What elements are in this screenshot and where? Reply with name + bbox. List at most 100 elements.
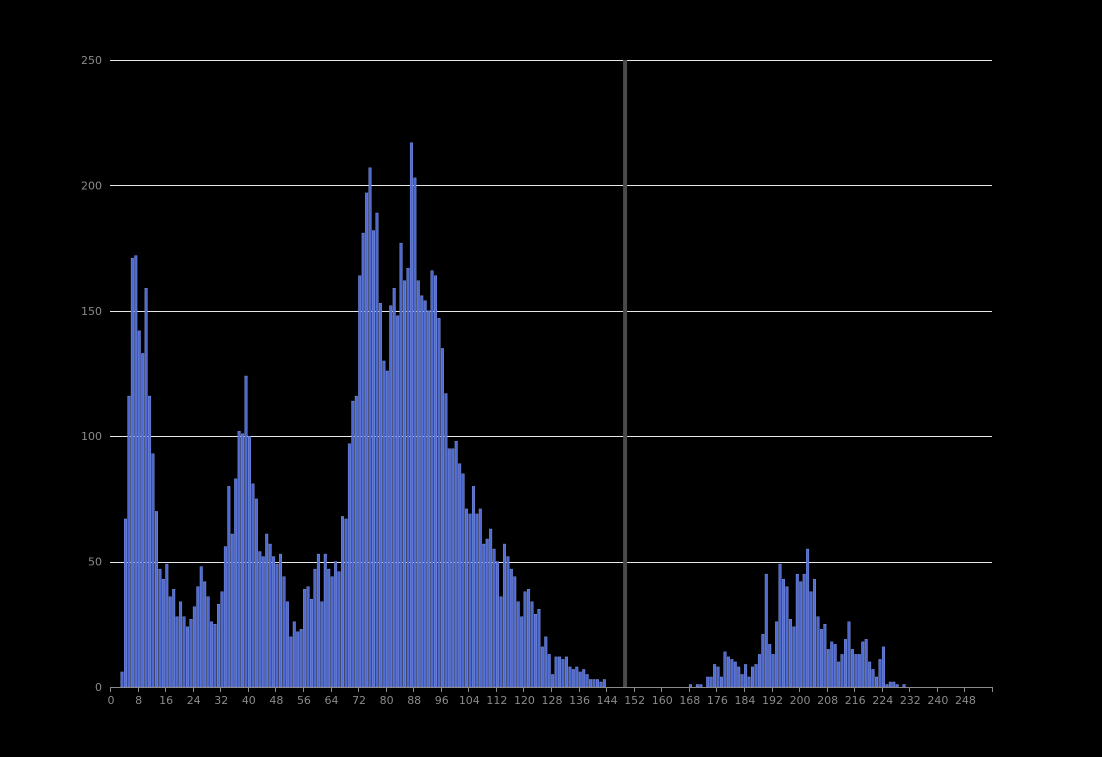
bar-71 [354,395,358,688]
bar-97 [444,393,448,688]
bar-37 [237,430,241,688]
bar-227 [892,681,896,688]
bar-31 [216,604,220,688]
x-tick-label-216: 216 [845,694,866,707]
bar-121 [527,588,531,688]
x-tick-label-8: 8 [135,694,142,707]
y-tick-label-100: 100 [81,430,102,443]
bar-34 [227,486,231,688]
bar-73 [361,232,365,688]
bar-134 [571,669,575,688]
bar-123 [533,614,537,688]
bar-32 [220,591,224,688]
bar-22 [185,626,189,688]
bar-135 [575,666,579,688]
bar-6 [130,257,134,688]
bar-220 [868,661,872,688]
bar-52 [289,636,293,688]
bar-125 [540,646,544,688]
bar-17 [168,596,172,688]
bar-182 [737,666,741,688]
bar-122 [530,601,534,688]
bar-5 [127,395,131,688]
bar-86 [406,267,410,688]
bar-124 [537,609,541,688]
x-tick-label-96: 96 [435,694,449,707]
bar-189 [761,634,765,688]
bar-112 [496,561,500,688]
bar-142 [599,681,603,688]
y-tick-label-250: 250 [81,54,102,67]
bar-53 [292,621,296,688]
x-tick-label-240: 240 [927,694,948,707]
x-tick-label-192: 192 [762,694,783,707]
bar-228 [895,684,899,688]
bar-197 [788,619,792,688]
bar-20 [179,601,183,688]
bar-195 [782,578,785,688]
bar-114 [502,543,506,688]
bar-230 [902,684,906,688]
bar-100 [454,441,458,688]
bar-67 [341,516,344,688]
bar-81 [389,305,393,688]
bar-13 [154,511,158,688]
x-tick-label-112: 112 [486,694,507,707]
bar-116 [509,568,513,688]
bar-61 [320,601,324,688]
bar-209 [830,641,834,688]
bar-69 [347,443,351,688]
bar-111 [492,548,496,688]
bar-7 [134,255,138,688]
bar-8 [137,330,141,688]
bar-12 [151,453,155,688]
y-tick-label-50: 50 [88,556,102,569]
x-tick-label-32: 32 [214,694,228,707]
bar-27 [203,581,207,688]
bar-3 [120,671,124,688]
x-tick-label-184: 184 [734,694,755,707]
bar-217 [857,654,861,688]
bar-212 [840,654,844,688]
x-tick-label-144: 144 [597,694,618,707]
bar-198 [792,626,796,688]
bar-190 [764,573,768,688]
bar-141 [595,679,599,688]
bar-4 [123,518,127,688]
bar-132 [564,656,568,688]
x-tick-label-88: 88 [407,694,421,707]
bar-9 [141,353,145,688]
bar-206 [819,629,823,688]
bar-82 [392,288,396,688]
bar-29 [210,621,214,688]
bar-221 [871,669,875,688]
bar-168 [689,684,692,688]
bar-42 [254,498,258,688]
bar-107 [478,508,482,688]
bar-40 [248,436,251,688]
bar-35 [230,533,234,688]
bar-24 [192,606,196,688]
bar-179 [726,656,730,688]
bar-92 [427,310,431,688]
bar-21 [182,616,186,688]
bar-105 [471,486,475,688]
bar-200 [799,581,803,688]
bar-178 [723,651,727,688]
bar-204 [813,578,816,688]
bar-75 [368,167,372,688]
bar-68 [344,518,348,688]
bar-99 [451,448,455,688]
x-tick-label-64: 64 [325,694,339,707]
bar-181 [733,661,737,688]
y-tick-label-150: 150 [81,305,102,318]
bar-143 [602,679,606,688]
bar-41 [251,483,255,688]
y-tick-label-0: 0 [95,681,102,694]
bar-11 [148,395,152,688]
bar-59 [313,568,317,688]
bar-177 [720,676,723,688]
x-tick-label-0: 0 [108,694,115,707]
bar-104 [468,513,472,688]
